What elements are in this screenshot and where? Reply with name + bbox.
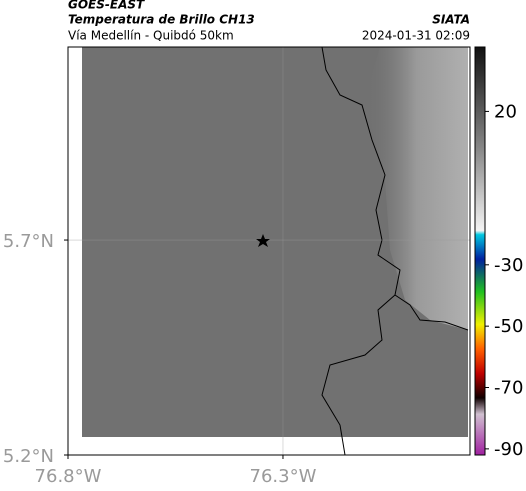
colorbar [474,46,486,456]
y-tick-label: 5.7°N [3,231,54,252]
x-tick-label: 76.8°W [35,466,102,487]
agency: SIATA [432,13,470,27]
colorbar-tick-label: -70 [494,378,523,399]
colorbar-tick-label: -30 [494,255,523,276]
map-frame [67,46,471,456]
colorbar-tick-label: -50 [494,316,523,337]
x-tick-label: 76.3°W [250,466,317,487]
location-marker [256,234,270,247]
border-line [394,294,469,331]
border-line [321,46,401,456]
region: Vía Medellín - Quibdó 50km [68,29,234,43]
product: Temperatura de Brillo CH13 [68,13,255,27]
source: GOES-EAST [68,0,145,12]
cloud-field [365,47,468,330]
colorbar-tick-label: 20 [494,101,517,122]
timestamp: 2024-01-31 02:09 [362,29,470,43]
colorbar-tick-label: -90 [494,439,523,460]
y-tick-label: 5.2°N [3,446,54,467]
